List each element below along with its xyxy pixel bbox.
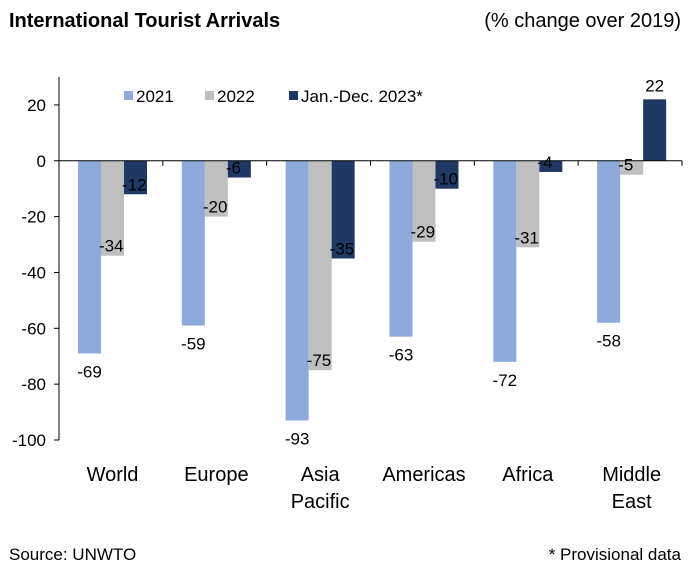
data-label: -5: [618, 156, 633, 175]
provisional-note: * Provisional data: [548, 545, 681, 564]
category-label: Africa: [502, 464, 554, 486]
bar: [181, 160, 205, 326]
bar: [78, 160, 101, 354]
bar: [643, 99, 667, 161]
legend-label: 2021: [136, 87, 174, 106]
data-label: -75: [307, 351, 332, 370]
category-label-line: Middle: [602, 464, 661, 486]
category-label-line: Americas: [382, 464, 465, 486]
legend-swatch: [289, 91, 298, 100]
bar: [493, 160, 517, 362]
bar: [227, 160, 251, 178]
data-label: -10: [434, 170, 459, 189]
data-label: -69: [77, 362, 102, 381]
category-label-line: Asia: [301, 464, 341, 486]
data-label: -34: [99, 237, 124, 256]
data-label: -35: [330, 240, 355, 259]
data-label: -12: [122, 175, 147, 194]
category-label: World: [87, 464, 139, 486]
legend-label: Jan.-Dec. 2023*: [301, 87, 423, 106]
data-label: -31: [514, 228, 539, 247]
data-label: -58: [596, 332, 621, 351]
bar: [204, 160, 228, 217]
data-label: 22: [645, 76, 664, 95]
bar: [389, 160, 413, 337]
bar: [412, 160, 436, 242]
legend-swatch: [124, 91, 133, 100]
y-tick-label: -60: [21, 319, 46, 338]
bar: [539, 160, 563, 172]
bar: [597, 160, 621, 323]
data-label: -59: [181, 335, 206, 354]
y-tick-label: 20: [27, 96, 46, 115]
data-label: -63: [389, 346, 414, 365]
bar: [308, 160, 332, 371]
category-label: Middle East: [602, 464, 661, 513]
data-label: -4: [537, 153, 552, 172]
category-label-line: World: [87, 464, 139, 486]
category-label-line: Europe: [184, 464, 249, 486]
data-label: -72: [493, 371, 518, 390]
category-label: Americas: [382, 464, 465, 486]
source-note: Source: UNWTO: [9, 545, 137, 564]
chart-subtitle: (% change over 2019): [484, 10, 681, 32]
category-label-line: Pacific: [291, 491, 350, 513]
legend-swatch: [205, 91, 214, 100]
y-tick-label: -100: [12, 431, 46, 450]
bar: [331, 160, 355, 259]
category-label-line: Africa: [502, 464, 554, 486]
legend-label: 2022: [217, 87, 255, 106]
y-tick-label: -40: [21, 263, 46, 282]
bar: [124, 160, 147, 195]
y-tick-label: -20: [21, 208, 46, 227]
bar: [620, 160, 644, 175]
data-label: -29: [411, 223, 436, 242]
data-label: -6: [226, 159, 241, 178]
bar: [101, 160, 124, 256]
data-label: -93: [285, 429, 310, 448]
chart-title: International Tourist Arrivals: [9, 10, 281, 32]
data-label: -20: [203, 198, 228, 217]
y-tick-label: 0: [37, 152, 46, 171]
bar: [516, 160, 540, 248]
bar: [285, 160, 309, 421]
category-label: Europe: [184, 464, 249, 486]
y-tick-label: -80: [21, 375, 46, 394]
bar: [435, 160, 459, 189]
category-label-line: East: [612, 491, 652, 513]
category-label: Asia Pacific: [291, 464, 350, 513]
